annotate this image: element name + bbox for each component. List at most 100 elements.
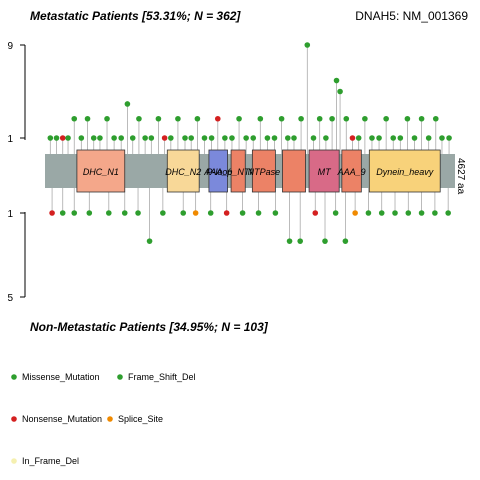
- legend-marker: [11, 416, 17, 422]
- legend-marker: [107, 416, 113, 422]
- bottom-mutation-point: [365, 210, 372, 216]
- top-mutation-point: [142, 135, 148, 141]
- bottom-mutation-point: [59, 210, 66, 216]
- top-mutation-point: [291, 135, 297, 141]
- bottom-mutation-point: [146, 238, 153, 244]
- top-mutation-point: [284, 135, 291, 141]
- bottom-mutation-point: [71, 210, 78, 216]
- top-mutation-point: [298, 115, 304, 122]
- top-mutation-point: [362, 115, 368, 122]
- top-mutation-point: [175, 115, 181, 122]
- bottom-mutation-point: [418, 210, 425, 216]
- top-mutation-point: [439, 135, 445, 141]
- bottom-mutation-point: [192, 210, 199, 216]
- bottom-mutation-point: [160, 210, 166, 216]
- top-mutation-point: [264, 135, 271, 141]
- top-mutation-point: [397, 135, 404, 141]
- domain-box: [341, 149, 362, 193]
- top-y-tick-label: 1: [7, 134, 13, 145]
- top-y-tick-label: 9: [7, 41, 13, 52]
- legend-marker: [11, 374, 17, 380]
- bottom-mutation-point: [312, 210, 319, 216]
- top-mutation-point: [90, 135, 97, 141]
- top-mutation-point: [136, 115, 142, 122]
- bottom-y-tick-label: 5: [7, 293, 13, 304]
- top-mutation-point: [432, 115, 439, 122]
- protein-length-label: 4627 aa: [455, 158, 466, 195]
- top-mutation-point: [383, 115, 389, 122]
- top-mutation-point: [148, 135, 155, 141]
- top-mutation-point: [343, 115, 350, 122]
- top-mutation-point: [411, 135, 418, 141]
- domain-label: Dynein_heavy: [376, 167, 434, 177]
- top-mutation-point: [155, 115, 162, 122]
- top-mutation-point: [376, 135, 382, 141]
- legend-marker: [11, 458, 17, 464]
- domain-box: [230, 149, 246, 193]
- top-mutation-point: [349, 135, 356, 141]
- top-mutation-point: [161, 135, 168, 141]
- top-mutation-point: [214, 115, 221, 122]
- top-mutation-point: [71, 115, 78, 122]
- top-mutation-point: [129, 135, 136, 141]
- domain-label: DHC_N2: [165, 167, 201, 177]
- top-mutation-point: [333, 77, 340, 84]
- bottom-mutation-point: [135, 210, 141, 216]
- top-mutation-point: [323, 135, 329, 141]
- legend-marker: [117, 374, 123, 380]
- bottom-mutation-point: [342, 238, 349, 244]
- top-mutation-point: [278, 115, 285, 122]
- domain-box: [282, 149, 306, 193]
- top-mutation-point: [188, 135, 195, 141]
- bottom-mutation-point: [86, 210, 93, 216]
- domain-label: AAA_6: [203, 167, 232, 177]
- domain-box: [368, 149, 441, 193]
- top-mutation-point: [78, 135, 85, 141]
- bottom-mutation-point: [445, 210, 451, 216]
- bottom-mutation-point: [180, 210, 187, 216]
- domain-box: [76, 149, 126, 193]
- top-mutation-point: [111, 135, 117, 141]
- top-mutation-point: [337, 88, 343, 95]
- bottom-mutation-point: [121, 210, 128, 216]
- top-mutation-point: [201, 135, 208, 141]
- bottom-mutation-point: [297, 238, 303, 244]
- legend-label: Splice_Site: [118, 414, 163, 424]
- domain-box: [166, 149, 200, 193]
- top-mutation-point: [369, 135, 375, 141]
- bottom-mutation-point: [332, 210, 339, 216]
- top-mutation-point: [310, 135, 317, 141]
- top-mutation-point: [250, 135, 257, 141]
- mutation-points: [47, 42, 452, 244]
- top-mutation-point: [304, 42, 311, 48]
- bottom-mutation-point: [105, 210, 112, 216]
- top-mutation-point: [53, 135, 60, 141]
- domain-label: AAA_9: [337, 167, 366, 177]
- top-mutation-point: [329, 115, 335, 122]
- top-mutation-point: [47, 135, 54, 141]
- bottom-mutation-point: [272, 210, 279, 216]
- top-mutation-point: [208, 135, 215, 141]
- domain-box: [308, 149, 340, 193]
- top-mutation-point: [425, 135, 432, 141]
- bottom-mutation-point: [223, 210, 230, 216]
- legend-label: Missense_Mutation: [22, 372, 100, 382]
- bottom-mutation-point: [405, 210, 412, 216]
- bottom-title: Non-Metastatic Patients [34.95%; N = 103…: [30, 320, 269, 334]
- top-mutation-point: [182, 135, 188, 141]
- top-mutation-point: [355, 135, 362, 141]
- bottom-mutation-point: [352, 210, 358, 216]
- bottom-mutation-point: [378, 210, 385, 216]
- bottom-mutation-point: [239, 210, 246, 216]
- top-mutation-point: [59, 135, 66, 141]
- top-mutation-point: [418, 115, 425, 122]
- legend-label: Frame_Shift_Del: [128, 372, 196, 382]
- top-mutation-point: [271, 135, 278, 141]
- bottom-mutation-point: [432, 210, 438, 216]
- domain-label: DHC_N1: [83, 167, 119, 177]
- top-mutation-point: [84, 115, 91, 122]
- axes: 9 1 1 5: [7, 41, 26, 304]
- bottom-y-tick-label: 1: [7, 209, 13, 220]
- bottom-mutation-point: [322, 238, 328, 244]
